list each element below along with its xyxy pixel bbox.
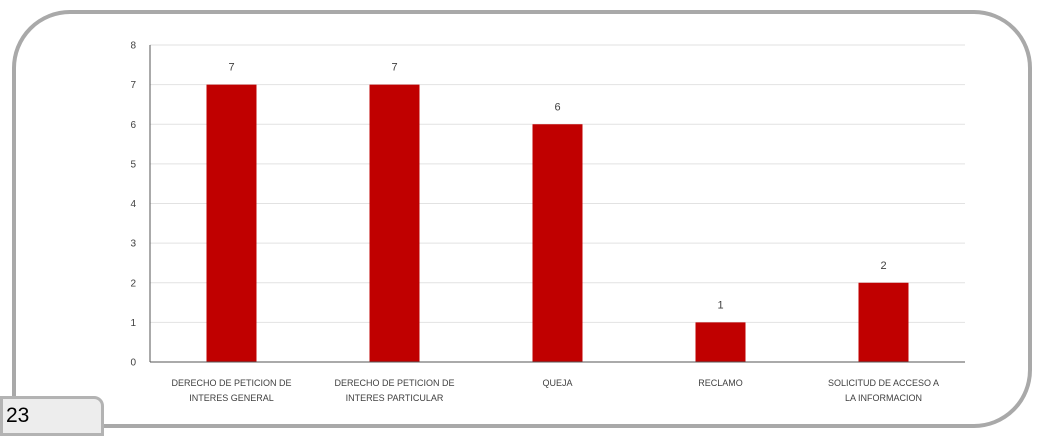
x-tick-label: SOLICITUD DE ACCESO A LA INFORMACION [828,378,939,403]
y-axis-tick-labels: 0 1 2 3 4 5 6 7 8 [130,41,136,369]
bars [206,84,909,362]
bar [695,322,746,362]
page-number: 23 [6,404,30,427]
bar [369,84,420,362]
data-labels: 7 7 6 1 2 [228,62,886,312]
page-number-tab [0,396,104,436]
bar [206,84,257,362]
x-tick-label: DERECHO DE PETICION DE INTERES GENERAL [171,378,291,403]
data-label: 7 [228,62,234,74]
x-tick-label: DERECHO DE PETICION DE INTERES PARTICULAR [334,378,454,403]
y-tick-label: 2 [130,278,136,289]
y-tick-label: 0 [130,358,136,369]
bar [858,282,909,362]
x-tick-label: QUEJA [542,378,572,388]
data-label: 7 [391,62,397,74]
y-tick-label: 3 [130,239,136,250]
x-tick-label: RECLAMO [698,378,743,388]
bar [532,124,583,362]
data-label: 1 [717,299,723,311]
y-tick-label: 1 [130,318,136,329]
y-tick-label: 5 [130,159,136,170]
data-label: 2 [880,260,886,272]
x-axis-tick-labels: DERECHO DE PETICION DE INTERES GENERAL DER… [171,378,939,403]
y-tick-label: 7 [130,80,136,91]
y-tick-label: 8 [130,41,136,52]
y-tick-label: 6 [130,120,136,131]
y-tick-label: 4 [130,199,136,210]
data-label: 6 [554,101,560,113]
